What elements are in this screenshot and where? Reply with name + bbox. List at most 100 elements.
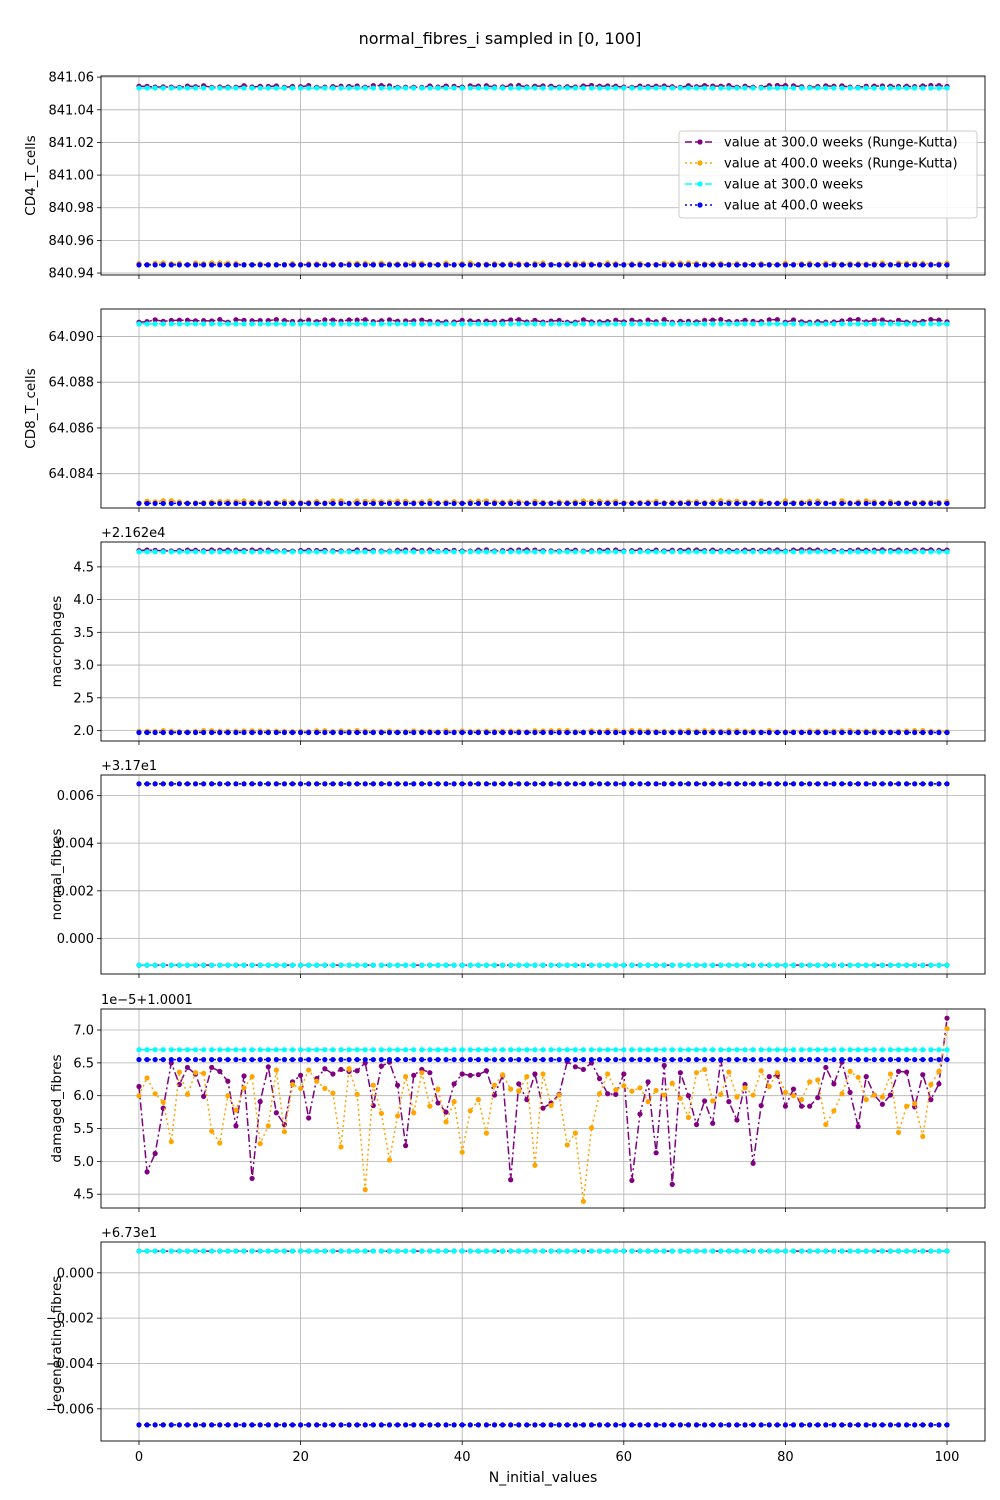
data-point bbox=[136, 85, 142, 91]
data-point bbox=[362, 1422, 368, 1428]
data-point bbox=[556, 500, 562, 507]
data-point bbox=[734, 1047, 740, 1053]
data-point bbox=[710, 781, 716, 787]
data-point bbox=[540, 962, 546, 968]
y-tick-label: 64.086 bbox=[49, 421, 95, 436]
data-point bbox=[403, 1047, 409, 1053]
data-point bbox=[394, 1113, 401, 1119]
data-point bbox=[790, 1047, 797, 1053]
data-point bbox=[750, 729, 756, 736]
data-point bbox=[734, 1422, 740, 1428]
data-point bbox=[693, 729, 700, 736]
data-point bbox=[451, 1422, 457, 1428]
data-point bbox=[475, 1056, 481, 1063]
data-point bbox=[403, 962, 409, 968]
data-point bbox=[184, 729, 191, 736]
data-point bbox=[508, 317, 514, 323]
data-point bbox=[758, 1068, 764, 1074]
series-1 bbox=[136, 1026, 950, 1205]
data-point bbox=[346, 1056, 352, 1063]
data-point bbox=[839, 321, 845, 327]
data-point bbox=[831, 1056, 837, 1063]
data-point bbox=[411, 1047, 417, 1053]
data-point bbox=[403, 85, 409, 91]
data-point bbox=[790, 1422, 797, 1428]
data-point bbox=[168, 549, 174, 555]
data-point bbox=[904, 1069, 910, 1075]
data-point bbox=[467, 85, 473, 91]
data-point bbox=[508, 1248, 514, 1254]
data-point bbox=[726, 1099, 732, 1105]
data-point bbox=[419, 781, 425, 787]
data-point bbox=[209, 1064, 215, 1071]
data-point bbox=[936, 1081, 942, 1087]
data-point bbox=[702, 729, 708, 736]
data-point bbox=[168, 1139, 174, 1145]
data-point bbox=[758, 321, 764, 327]
data-point bbox=[297, 781, 304, 787]
data-point bbox=[524, 1248, 530, 1254]
data-point bbox=[912, 1422, 918, 1428]
data-point bbox=[209, 500, 215, 507]
data-point bbox=[500, 962, 506, 968]
data-point bbox=[338, 321, 344, 327]
data-point bbox=[855, 962, 861, 968]
data-point bbox=[710, 1120, 716, 1126]
data-point bbox=[815, 85, 821, 91]
data-point bbox=[912, 1056, 918, 1063]
data-point bbox=[443, 500, 449, 507]
data-point bbox=[774, 500, 780, 507]
data-point bbox=[443, 85, 449, 91]
data-point bbox=[839, 500, 845, 507]
data-point bbox=[710, 1047, 716, 1053]
data-point bbox=[233, 500, 239, 507]
data-point bbox=[879, 781, 885, 787]
data-point bbox=[354, 321, 360, 327]
data-point bbox=[370, 85, 376, 91]
data-point bbox=[669, 549, 675, 555]
data-point bbox=[160, 781, 166, 787]
data-point bbox=[637, 262, 643, 268]
data-point bbox=[726, 729, 732, 736]
data-point bbox=[354, 781, 360, 787]
data-point bbox=[233, 729, 239, 736]
data-point bbox=[394, 85, 401, 91]
data-point bbox=[475, 1248, 481, 1254]
data-point bbox=[394, 321, 401, 327]
data-point bbox=[920, 962, 926, 968]
data-point bbox=[411, 729, 417, 736]
data-point bbox=[508, 1086, 514, 1092]
data-point bbox=[855, 1047, 861, 1053]
data-point bbox=[823, 321, 829, 327]
data-point bbox=[815, 1422, 821, 1428]
data-point bbox=[314, 321, 320, 327]
data-point bbox=[273, 729, 279, 736]
data-point bbox=[500, 549, 506, 555]
data-point bbox=[249, 1175, 255, 1182]
data-point bbox=[887, 549, 894, 555]
data-point bbox=[928, 1056, 934, 1063]
data-point bbox=[936, 317, 942, 323]
data-point bbox=[936, 1068, 942, 1074]
data-point bbox=[289, 85, 296, 91]
data-point bbox=[556, 85, 562, 91]
data-point bbox=[871, 317, 877, 323]
data-point bbox=[370, 781, 376, 787]
data-point bbox=[750, 549, 756, 555]
data-point bbox=[847, 1248, 853, 1254]
data-point bbox=[758, 962, 764, 968]
data-point bbox=[524, 549, 530, 555]
data-point bbox=[297, 1047, 304, 1053]
data-point bbox=[572, 321, 578, 327]
data-point bbox=[734, 1248, 740, 1254]
data-point bbox=[362, 85, 368, 91]
data-point bbox=[394, 729, 401, 736]
data-point bbox=[532, 317, 538, 323]
data-point bbox=[443, 1119, 449, 1125]
data-point bbox=[540, 729, 546, 736]
data-point bbox=[580, 262, 587, 268]
data-point bbox=[370, 1056, 376, 1063]
data-point bbox=[540, 262, 546, 268]
data-point bbox=[815, 781, 821, 787]
data-point bbox=[249, 1248, 255, 1254]
